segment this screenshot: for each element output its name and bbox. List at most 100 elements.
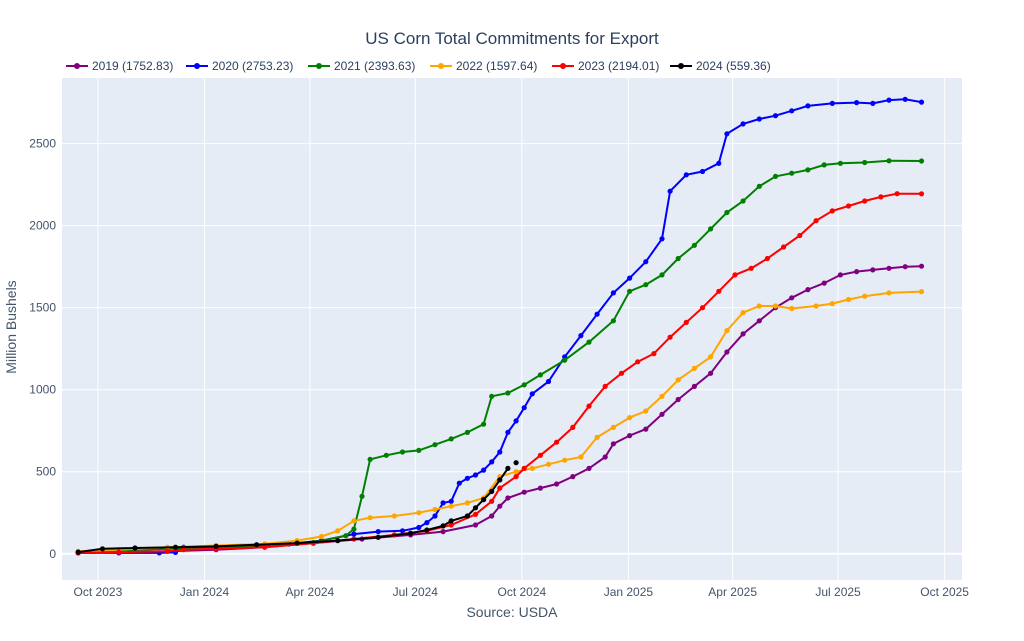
data-point	[837, 160, 844, 166]
data-point	[448, 518, 454, 524]
data-point	[756, 318, 762, 324]
data-point	[416, 447, 422, 453]
data-point	[643, 282, 649, 288]
data-point	[481, 467, 487, 473]
legend-label: 2021 (2393.63)	[334, 59, 415, 73]
data-point	[878, 194, 884, 200]
legend-item: 2019 (1752.83)	[66, 59, 173, 73]
legend-marker-icon	[74, 63, 80, 69]
data-point	[213, 543, 219, 550]
data-point	[497, 485, 503, 491]
data-point	[748, 265, 754, 271]
data-point	[375, 534, 381, 540]
data-point	[464, 500, 470, 506]
data-point	[789, 170, 795, 176]
data-point	[440, 529, 446, 535]
data-point	[667, 188, 673, 194]
x-axis-ticks: Oct 2023 Jan 2024 Apr 2024 Jul 2024 Oct 2024…	[74, 585, 970, 599]
data-point	[894, 191, 900, 197]
data-point	[424, 527, 430, 533]
legend-item: 2024 (559.36)	[670, 59, 771, 73]
series-line	[78, 98, 922, 554]
data-point	[643, 259, 649, 265]
data-point	[805, 103, 811, 109]
data-point	[399, 528, 406, 534]
data-point	[740, 310, 746, 316]
data-point	[659, 236, 665, 242]
data-point	[845, 296, 852, 303]
data-point	[789, 108, 795, 114]
data-point	[351, 526, 357, 532]
data-point	[708, 370, 714, 376]
legend-item: 2022 (1597.64)	[430, 59, 537, 73]
data-point	[448, 503, 454, 509]
data-point	[716, 288, 722, 294]
data-point	[675, 396, 681, 403]
x-tick-label: Oct 2023	[74, 585, 123, 599]
data-point	[627, 288, 633, 294]
data-point	[902, 264, 908, 270]
data-point	[862, 293, 868, 299]
data-point	[862, 198, 868, 204]
plot-background	[62, 78, 962, 580]
data-point	[610, 424, 617, 430]
data-point	[578, 454, 584, 460]
data-point	[497, 449, 503, 455]
data-point	[627, 275, 633, 281]
data-point	[367, 515, 373, 521]
data-point	[521, 465, 527, 471]
data-point	[675, 377, 681, 383]
data-point	[432, 442, 438, 448]
data-point	[651, 351, 657, 357]
data-point	[294, 540, 300, 546]
data-point	[772, 113, 779, 119]
data-point	[554, 439, 560, 445]
data-point	[610, 318, 617, 324]
data-point	[578, 333, 584, 339]
y-tick-label: 1500	[29, 301, 56, 315]
legend-item: 2021 (2393.63)	[308, 59, 415, 73]
data-point	[854, 100, 860, 106]
legend: 2019 (1752.83) 2020 (2753.23) 2021 (2393.6…	[66, 59, 771, 73]
legend-marker-icon	[194, 63, 200, 69]
y-tick-label: 0	[49, 547, 56, 561]
data-point	[829, 301, 835, 307]
data-point	[683, 172, 689, 178]
data-point	[918, 99, 925, 105]
data-point	[667, 334, 673, 340]
data-point	[464, 475, 470, 481]
series-6	[75, 460, 519, 555]
data-point	[343, 533, 349, 539]
data-point	[586, 339, 592, 345]
data-point	[724, 209, 730, 216]
data-point	[383, 452, 389, 458]
data-point	[708, 226, 714, 232]
legend-marker-icon	[316, 63, 322, 69]
series-2	[75, 96, 925, 556]
data-point	[529, 391, 535, 397]
data-point	[813, 303, 819, 309]
data-point	[472, 511, 479, 517]
data-point	[489, 513, 495, 519]
data-point	[918, 191, 925, 197]
data-point	[335, 528, 341, 534]
data-point	[659, 411, 665, 417]
data-point	[416, 524, 422, 531]
data-point	[918, 158, 925, 164]
data-point	[132, 545, 138, 551]
data-point	[781, 244, 787, 250]
data-point	[732, 272, 738, 278]
data-point	[586, 465, 592, 471]
data-point	[772, 173, 779, 179]
data-point	[845, 203, 852, 209]
data-point	[351, 531, 357, 537]
data-point	[472, 522, 479, 528]
data-point	[424, 520, 430, 526]
data-point	[789, 305, 795, 312]
data-point	[886, 290, 892, 296]
data-point	[75, 549, 81, 555]
data-point	[505, 390, 511, 396]
data-point	[699, 168, 706, 175]
data-point	[602, 454, 608, 460]
data-point	[99, 546, 106, 552]
